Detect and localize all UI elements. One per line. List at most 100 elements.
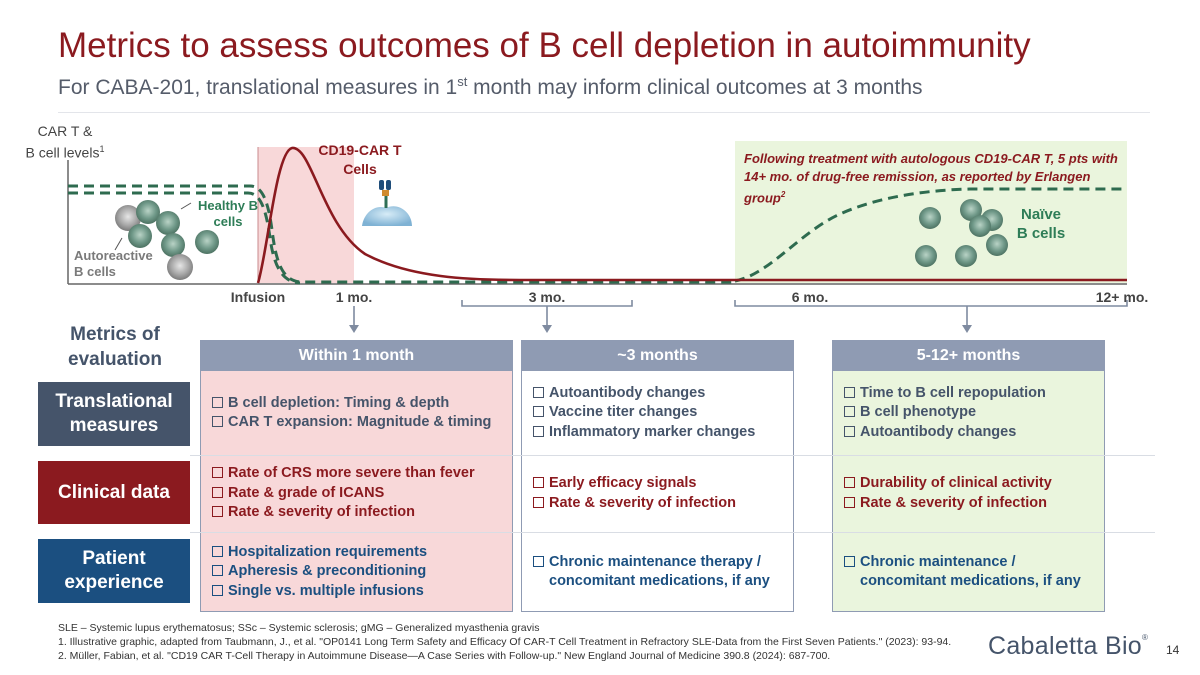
naive-b-cell-repopulation-line bbox=[734, 187, 1127, 283]
y-axis-label-sup: 1 bbox=[99, 144, 105, 154]
company-logo: Cabaletta Bio® bbox=[988, 632, 1148, 661]
checkbox-bullet-icon bbox=[212, 584, 223, 596]
row-label-patient-line2: experience bbox=[64, 572, 164, 593]
checkbox-bullet-icon bbox=[844, 555, 855, 567]
page-title: Metrics to assess outcomes of B cell dep… bbox=[58, 26, 1031, 65]
tick-6-months: 6 mo. bbox=[791, 289, 829, 305]
cell-translational-1-month: B cell depletion: Timing & depth CAR T e… bbox=[200, 371, 513, 455]
list-item: Hospitalization requirements bbox=[212, 543, 513, 563]
list-item-text: Rate & severity of infection bbox=[549, 494, 736, 511]
y-axis-label: CAR T & B cell levels1 bbox=[10, 122, 120, 162]
list-item: Autoantibody changes bbox=[533, 384, 794, 404]
list-item: Autoantibody changes bbox=[844, 423, 1105, 443]
list-item-text: Autoantibody changes bbox=[549, 384, 706, 401]
tick-infusion: Infusion bbox=[230, 289, 286, 305]
list-item-text: Chronic maintenance / bbox=[860, 553, 1016, 570]
list-item-text: B cell phenotype bbox=[860, 404, 977, 421]
list-item-text: Inflammatory marker changes bbox=[549, 423, 756, 440]
column-header-5-12-months: 5-12+ months bbox=[832, 340, 1105, 371]
erlangen-note-text: Following treatment with autologous CD19… bbox=[744, 151, 1118, 206]
list-item-continuation: concomitant medications, if any bbox=[533, 572, 794, 592]
cell-clinical-1-month: Rate of CRS more severe than fever Rate … bbox=[200, 455, 513, 532]
list-item: Durability of clinical activity bbox=[844, 474, 1105, 494]
metrics-heading-line2: evaluation bbox=[68, 349, 162, 370]
timeline-brackets bbox=[353, 300, 1128, 326]
list-item: Rate & severity of infection bbox=[212, 503, 513, 523]
list-item: B cell depletion: Timing & depth bbox=[212, 394, 513, 414]
list-item: Rate of CRS more severe than fever bbox=[212, 464, 513, 484]
checkbox-bullet-icon bbox=[844, 496, 855, 508]
erlangen-note-sup: 2 bbox=[780, 190, 786, 199]
page-number: 14 bbox=[1166, 643, 1180, 657]
checkbox-bullet-icon bbox=[844, 386, 855, 398]
list-item-text: Time to B cell repopulation bbox=[860, 384, 1046, 401]
row-label-patient: Patient experience bbox=[38, 539, 190, 603]
autoreactive-b-cells-label: Autoreactive B cells bbox=[74, 248, 174, 280]
list-item-continuation: concomitant medications, if any bbox=[844, 572, 1105, 592]
list-item: Vaccine titer changes bbox=[533, 403, 794, 423]
list-item-text: Early efficacy signals bbox=[549, 475, 697, 491]
list-item-text: Autoantibody changes bbox=[860, 423, 1017, 440]
row-label-clinical: Clinical data bbox=[38, 461, 190, 524]
b-cell-cluster-left bbox=[115, 200, 219, 280]
autoreactive-callout-line bbox=[114, 237, 123, 251]
healthy-label-line1: Healthy B bbox=[198, 198, 258, 213]
tick-1-month: 1 mo. bbox=[335, 289, 373, 305]
row-label-patient-line1: Patient bbox=[82, 548, 146, 569]
naive-b-cells-label: Naïve B cells bbox=[1006, 205, 1076, 243]
list-item: Rate & severity of infection bbox=[533, 494, 794, 514]
checkbox-bullet-icon bbox=[533, 496, 544, 508]
car-t-cell-illustration bbox=[362, 180, 412, 226]
tick-3-months: 3 mo. bbox=[528, 289, 566, 305]
b-cell-line-lower bbox=[68, 191, 301, 285]
subtitle-sup: st bbox=[457, 74, 468, 89]
list-item-text: Chronic maintenance therapy / bbox=[549, 553, 761, 570]
column-bg-3-months bbox=[521, 371, 794, 612]
list-item-text: Durability of clinical activity bbox=[860, 475, 1052, 491]
list-item: Time to B cell repopulation bbox=[844, 384, 1105, 404]
checkbox-bullet-icon bbox=[212, 545, 223, 557]
cell-translational-5-12-months: Time to B cell repopulation B cell pheno… bbox=[832, 371, 1105, 455]
list-item-text: Hospitalization requirements bbox=[228, 543, 428, 560]
cell-patient-3-months: Chronic maintenance therapy / concomitan… bbox=[521, 532, 794, 612]
cd19-car-t-label: CD19-CAR T Cells bbox=[300, 141, 420, 179]
list-item-text: B cell depletion: Timing & depth bbox=[228, 394, 450, 411]
illustrative-chart bbox=[67, 141, 1128, 333]
row-label-translational-line2: measures bbox=[69, 415, 159, 436]
subtitle-post: month may inform clinical outcomes at 3 … bbox=[467, 76, 923, 99]
column-bg-within-1-month bbox=[200, 371, 513, 612]
row-divider bbox=[190, 532, 1155, 533]
footnote-reference-1: 1. Illustrative graphic, adapted from Ta… bbox=[58, 636, 952, 648]
checkbox-bullet-icon bbox=[212, 506, 223, 518]
tick-12-months: 12+ mo. bbox=[1095, 289, 1149, 305]
y-axis-label-line2: B cell levels bbox=[25, 144, 100, 161]
list-item: Inflammatory marker changes bbox=[533, 423, 794, 443]
healthy-callout-line bbox=[180, 202, 192, 210]
timeline-arrowheads bbox=[349, 325, 972, 333]
naive-label-line2: B cells bbox=[1016, 225, 1066, 242]
list-item-text: CAR T expansion: Magnitude & timing bbox=[228, 414, 492, 430]
cell-clinical-3-months: Early efficacy signals Rate & severity o… bbox=[521, 455, 794, 532]
metrics-heading: Metrics of evaluation bbox=[50, 322, 180, 372]
cd19-label-line1: CD19-CAR T bbox=[318, 142, 402, 158]
checkbox-bullet-icon bbox=[533, 406, 544, 418]
cell-clinical-5-12-months: Durability of clinical activity Rate & s… bbox=[832, 455, 1105, 532]
list-item-text: Apheresis & preconditioning bbox=[228, 563, 427, 580]
y-axis-label-line1: CAR T & bbox=[37, 123, 93, 139]
list-item: Chronic maintenance therapy / bbox=[533, 553, 794, 573]
erlangen-note: Following treatment with autologous CD19… bbox=[744, 150, 1124, 207]
list-item-text: Rate & severity of infection bbox=[228, 504, 415, 521]
list-item-text: Rate & grade of ICANS bbox=[228, 484, 385, 501]
list-item: B cell phenotype bbox=[844, 403, 1105, 423]
list-item: Rate & grade of ICANS bbox=[212, 484, 513, 504]
naive-label-line1: Naïve bbox=[1020, 206, 1062, 223]
list-item: Chronic maintenance / bbox=[844, 553, 1105, 573]
car-t-expansion-curve bbox=[256, 146, 1127, 284]
list-item-text: concomitant medications, if any bbox=[549, 573, 770, 589]
column-header-3-months: ~3 months bbox=[521, 340, 794, 371]
healthy-label-line2: cells bbox=[213, 214, 243, 229]
list-item-text: Single vs. multiple infusions bbox=[228, 582, 424, 599]
checkbox-bullet-icon bbox=[844, 477, 855, 488]
checkbox-bullet-icon bbox=[533, 555, 544, 567]
